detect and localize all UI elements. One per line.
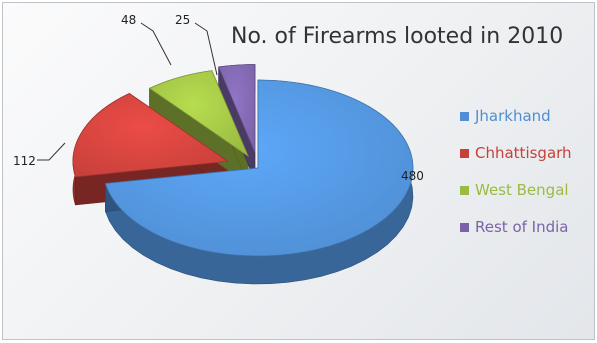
legend-label-west-bengal: West Bengal <box>475 181 569 199</box>
pie-chart: 480 112 48 25 No. of Firearms looted in 201… <box>13 13 572 285</box>
data-label-jharkhand: 480 <box>401 169 424 183</box>
legend-swatch-west-bengal <box>460 186 469 195</box>
slice-chhattisgarh <box>72 93 230 178</box>
slice-jharkhand <box>104 79 414 257</box>
legend-swatch-chhattisgarh <box>460 149 469 158</box>
leader-line-chhattisgarh <box>37 142 66 161</box>
legend-label-chhattisgarh: Chhattisgarh <box>475 144 572 162</box>
slice-rest-of-india <box>218 64 256 153</box>
data-label-leaders <box>37 22 218 161</box>
data-label-west-bengal: 48 <box>121 13 136 27</box>
data-label-rest-of-india: 25 <box>175 13 190 27</box>
slice-west-bengal <box>148 70 250 158</box>
leader-line-rest-of-india <box>194 22 218 76</box>
chart-title: No. of Firearms looted in 2010 <box>231 24 563 49</box>
chart-frame: 480 112 48 25 No. of Firearms looted in 201… <box>2 2 595 340</box>
legend-label-rest-of-india: Rest of India <box>475 218 568 236</box>
leader-line-west-bengal <box>140 22 172 66</box>
data-label-chhattisgarh: 112 <box>13 154 36 168</box>
legend-label-jharkhand: Jharkhand <box>474 107 551 125</box>
legend-swatch-jharkhand <box>460 112 469 121</box>
pie-slices <box>72 64 414 257</box>
legend: Jharkhand Chhattisgarh West Bengal Rest of … <box>460 107 572 236</box>
legend-swatch-rest-of-india <box>460 223 469 232</box>
data-labels: 480 112 48 25 <box>13 13 424 183</box>
